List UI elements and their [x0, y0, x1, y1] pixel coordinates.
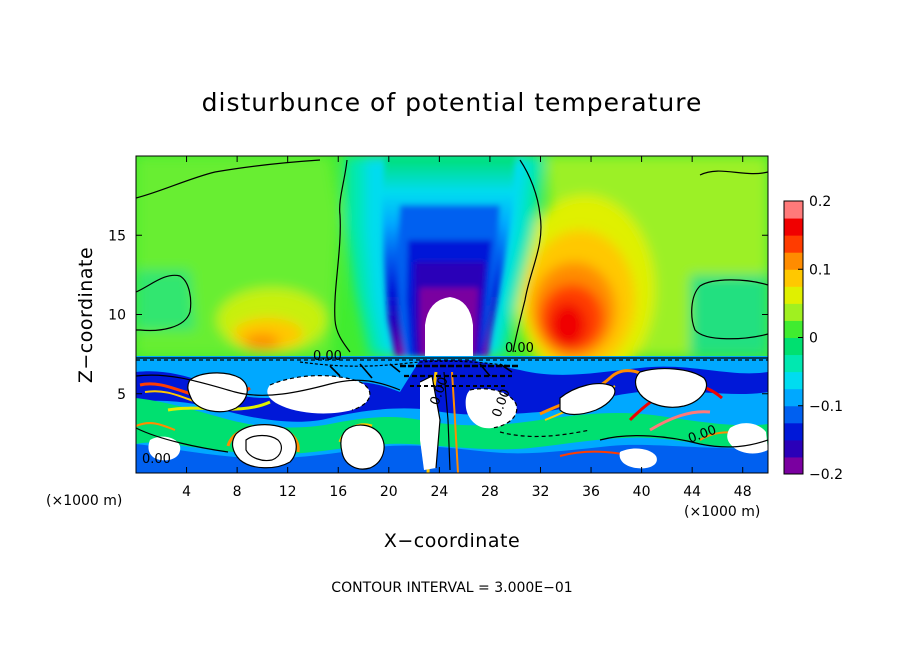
colorbar-segment — [784, 456, 803, 475]
x-unit-left: (×1000 m) — [46, 493, 122, 509]
svg-text:0.00: 0.00 — [313, 349, 342, 364]
y-tick-label: 15 — [108, 228, 126, 244]
chart-title: disturbunce of potential temperature — [202, 88, 703, 117]
svg-text:0.00: 0.00 — [142, 452, 171, 467]
x-tick-label: 48 — [734, 484, 752, 500]
x-tick-label: 8 — [233, 484, 242, 500]
y-axis-label: Z−coordinate — [75, 247, 97, 383]
lower-layer — [136, 356, 768, 473]
x-axis: 4 8 12 16 20 24 28 32 36 40 44 48 — [182, 156, 752, 500]
colorbar-segment — [784, 201, 803, 219]
colorbar-tick-label: −0.1 — [809, 399, 843, 415]
colorbar-segment — [784, 218, 803, 236]
saturated-white-region — [425, 297, 473, 356]
x-tick-label: 40 — [633, 484, 651, 500]
plot-area: 0.00 0.00 0.00 0.00 0.00 0.00 — [136, 156, 768, 473]
cold-core — [382, 156, 515, 356]
x-tick-label: 44 — [683, 484, 701, 500]
svg-text:0.00: 0.00 — [505, 341, 534, 356]
colorbar-tick-label: −0.2 — [809, 467, 843, 483]
colorbar: 0.2 0.1 0 −0.1 −0.2 — [783, 194, 843, 483]
colorbar-segment — [784, 405, 803, 424]
colorbar-segment — [784, 371, 803, 390]
y-tick-label: 10 — [108, 308, 126, 324]
colorbar-segment — [784, 422, 803, 441]
colorbar-tick-label: 0 — [809, 331, 818, 347]
x-unit-right: (×1000 m) — [684, 504, 760, 520]
x-tick-label: 12 — [279, 484, 297, 500]
x-tick-label: 36 — [582, 484, 600, 500]
colorbar-segment — [784, 439, 803, 458]
x-axis-label: X−coordinate — [384, 530, 520, 552]
colorbar-segment — [784, 337, 803, 356]
colorbar-segment — [784, 252, 803, 270]
colorbar-segment — [784, 269, 803, 287]
colorbar-segment — [784, 354, 803, 373]
colorbar-tick-label: 0.2 — [809, 194, 831, 210]
colorbar-tick-label: 0.1 — [809, 262, 831, 278]
colorbar-segment — [784, 286, 803, 304]
x-tick-label: 16 — [329, 484, 347, 500]
x-tick-label: 32 — [532, 484, 550, 500]
colorbar-segment — [784, 388, 803, 407]
colorbar-segment — [784, 303, 803, 321]
colorbar-segment — [784, 320, 803, 338]
y-tick-label: 5 — [117, 387, 126, 403]
x-tick-label: 4 — [182, 484, 191, 500]
x-tick-label: 28 — [481, 484, 499, 500]
y-axis: 5 10 15 — [108, 228, 768, 403]
contour-lines — [136, 159, 768, 471]
contour-interval: CONTOUR INTERVAL = 3.000E−01 — [331, 580, 572, 596]
colorbar-segment — [784, 235, 803, 253]
x-tick-label: 24 — [430, 484, 448, 500]
x-tick-label: 20 — [380, 484, 398, 500]
